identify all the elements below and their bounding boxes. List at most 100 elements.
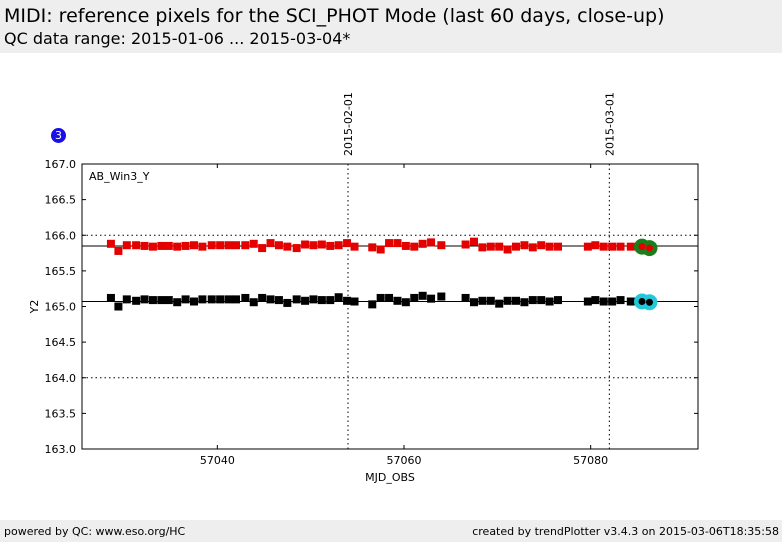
data-point-s0-32 bbox=[385, 239, 394, 248]
footer-powered-by[interactable]: powered by QC: www.eso.org/HC bbox=[4, 525, 186, 538]
data-point-s1-21 bbox=[283, 298, 292, 307]
data-point-s0-52 bbox=[591, 241, 600, 250]
data-point-s1-2 bbox=[122, 295, 131, 304]
y-tick-label-7: 166.5 bbox=[45, 194, 77, 207]
data-point-s0-42 bbox=[486, 242, 495, 251]
data-point-s1-48 bbox=[537, 296, 546, 305]
recent-dot-s4-1 bbox=[645, 244, 653, 252]
data-point-s1-0 bbox=[106, 293, 115, 302]
y-tick-label-0: 163.0 bbox=[45, 443, 77, 456]
plot-frame bbox=[81, 163, 699, 450]
data-point-s1-49 bbox=[545, 297, 554, 306]
plot-number-badge: 3 bbox=[51, 128, 66, 143]
data-point-s0-11 bbox=[198, 242, 207, 251]
data-point-s1-28 bbox=[343, 296, 352, 305]
data-point-s0-27 bbox=[334, 241, 343, 250]
data-point-s0-3 bbox=[132, 241, 141, 250]
data-point-s1-43 bbox=[495, 299, 504, 308]
data-point-s0-49 bbox=[545, 242, 554, 251]
data-point-s1-50 bbox=[554, 296, 562, 305]
data-point-s1-41 bbox=[478, 296, 487, 305]
data-point-s1-45 bbox=[512, 296, 520, 305]
data-point-s0-30 bbox=[368, 243, 377, 252]
data-point-s0-56 bbox=[626, 242, 635, 251]
data-point-s1-5 bbox=[148, 296, 157, 305]
data-point-s0-9 bbox=[181, 241, 190, 250]
footer-created-by: created by trendPlotter v3.4.3 on 2015-0… bbox=[472, 525, 779, 538]
data-point-s1-13 bbox=[216, 295, 225, 304]
data-point-s0-12 bbox=[207, 241, 216, 250]
data-point-s1-6 bbox=[157, 296, 166, 305]
x-tick-label-1: 57060 bbox=[387, 454, 422, 467]
data-point-s0-43 bbox=[495, 242, 504, 251]
data-point-s1-39 bbox=[461, 293, 470, 302]
header-bar: MIDI: reference pixels for the SCI_PHOT … bbox=[0, 0, 782, 53]
panel-label: AB_Win3_Y bbox=[89, 170, 150, 183]
data-point-s1-36 bbox=[418, 291, 427, 300]
data-point-s0-35 bbox=[410, 242, 419, 251]
data-point-s0-13 bbox=[216, 241, 225, 250]
data-point-s0-22 bbox=[292, 244, 301, 253]
data-point-s0-20 bbox=[274, 241, 283, 250]
data-point-s1-20 bbox=[274, 296, 283, 305]
data-point-s0-36 bbox=[418, 239, 427, 248]
data-point-s1-34 bbox=[401, 298, 410, 307]
data-point-s1-53 bbox=[599, 297, 608, 306]
data-point-s1-54 bbox=[608, 297, 617, 306]
data-point-s0-34 bbox=[401, 241, 410, 250]
data-point-s1-33 bbox=[393, 296, 402, 305]
data-point-s1-19 bbox=[266, 295, 275, 304]
recent-dot-s5-1 bbox=[645, 298, 653, 306]
data-point-s1-17 bbox=[249, 298, 258, 307]
y-tick-label-2: 164.0 bbox=[45, 372, 77, 385]
y-tick-label-6: 166.0 bbox=[45, 229, 77, 242]
data-point-s1-51 bbox=[583, 297, 592, 306]
y-axis-label: Y2 bbox=[28, 300, 41, 315]
data-point-s1-12 bbox=[207, 295, 216, 304]
data-point-s0-41 bbox=[478, 243, 487, 252]
data-point-s1-24 bbox=[309, 295, 318, 304]
data-point-s0-0 bbox=[106, 239, 115, 248]
page-title: MIDI: reference pixels for the SCI_PHOT … bbox=[4, 5, 665, 27]
x-tick-label-0: 57040 bbox=[200, 454, 235, 467]
data-point-s0-23 bbox=[301, 240, 310, 249]
data-point-s1-26 bbox=[326, 296, 335, 305]
data-point-s0-5 bbox=[148, 242, 157, 251]
data-point-s0-55 bbox=[616, 242, 625, 251]
y-tick-label-3: 164.5 bbox=[45, 336, 77, 349]
data-point-s1-46 bbox=[520, 298, 529, 307]
data-point-s1-1 bbox=[114, 302, 123, 311]
data-point-s0-25 bbox=[317, 240, 326, 249]
data-point-s0-44 bbox=[503, 245, 512, 254]
data-point-s1-11 bbox=[198, 295, 207, 304]
data-point-s0-26 bbox=[326, 241, 335, 250]
data-point-s0-17 bbox=[249, 239, 258, 248]
data-point-s1-7 bbox=[164, 296, 173, 305]
data-point-s0-6 bbox=[157, 241, 166, 250]
data-point-s0-10 bbox=[190, 241, 198, 250]
data-point-s0-4 bbox=[140, 241, 149, 250]
data-point-s0-19 bbox=[266, 239, 275, 248]
data-point-s1-25 bbox=[317, 296, 326, 305]
data-point-s1-16 bbox=[241, 293, 250, 302]
data-point-s0-47 bbox=[528, 243, 537, 252]
recent-dot-s5-0 bbox=[638, 298, 646, 306]
data-point-s1-14 bbox=[224, 295, 233, 304]
data-point-s0-48 bbox=[537, 241, 546, 250]
data-point-s0-1 bbox=[114, 246, 123, 255]
data-point-s1-27 bbox=[334, 293, 343, 302]
data-point-s0-53 bbox=[599, 242, 608, 251]
data-point-s1-37 bbox=[427, 294, 436, 303]
y-tick-label-4: 165.0 bbox=[45, 301, 77, 314]
data-point-s0-37 bbox=[427, 238, 436, 247]
data-point-s0-14 bbox=[224, 241, 233, 250]
data-point-s0-28 bbox=[343, 239, 352, 248]
date-marker-label-0: 2015-02-01 bbox=[342, 92, 355, 156]
data-point-s1-56 bbox=[626, 297, 635, 306]
data-point-s1-10 bbox=[190, 297, 198, 306]
date-marker-label-1: 2015-03-01 bbox=[603, 92, 616, 156]
data-point-s0-45 bbox=[512, 242, 520, 251]
y-tick-label-5: 165.5 bbox=[45, 265, 77, 278]
recent-dot-s4-0 bbox=[638, 243, 646, 251]
x-axis-label: MJD_OBS bbox=[365, 471, 415, 484]
